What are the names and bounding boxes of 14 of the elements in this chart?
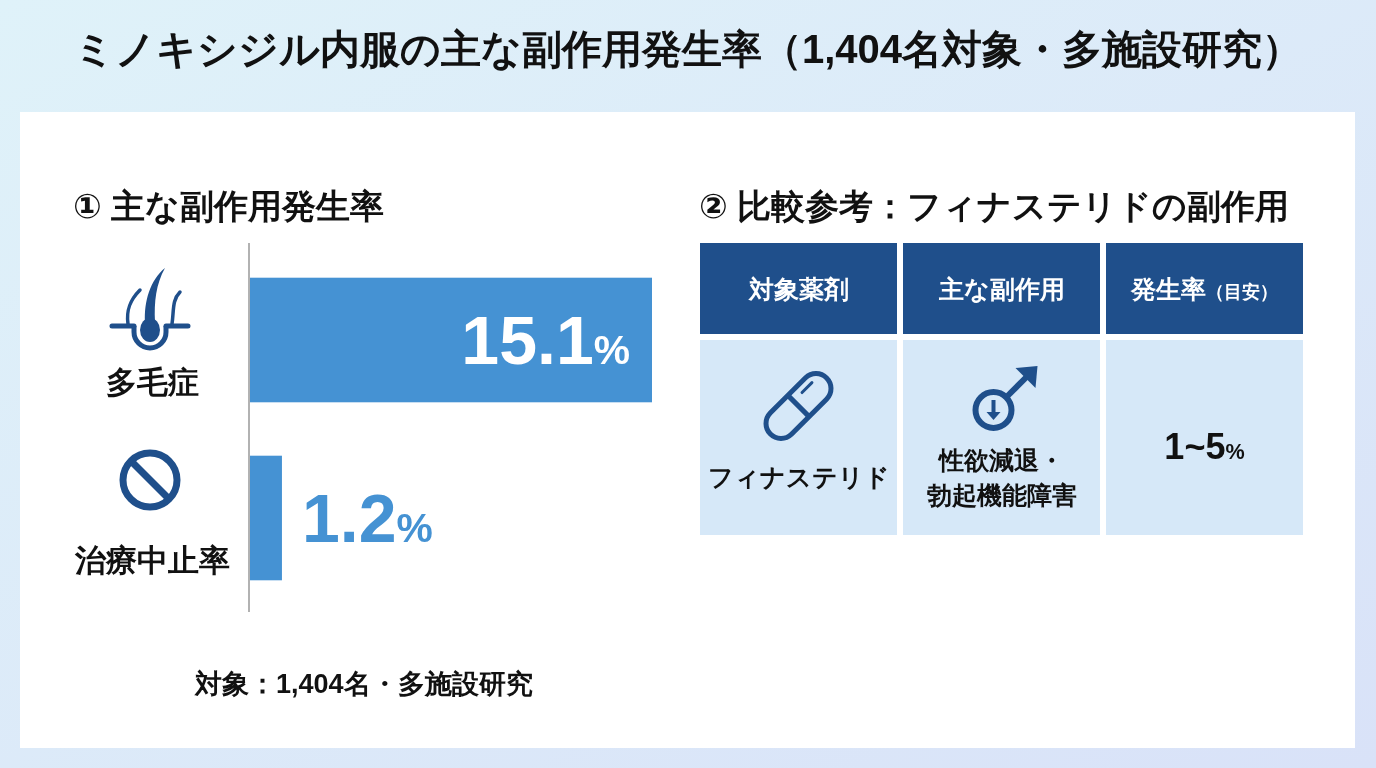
y-tick-label: 治療中止率 — [73, 543, 230, 578]
category-label: 主な副作用 — [937, 274, 1065, 303]
data-label: 1.2% — [301, 480, 433, 556]
text: 対象：1,404名・多施設研究 — [194, 669, 533, 699]
text: 性欲減退・勃起機能障害 — [926, 445, 1077, 509]
data-label: 15.1% — [461, 302, 630, 378]
text: 1~5% — [1164, 426, 1245, 467]
chart-title: ミノキシジル内服の主な副作用発生率（1,404名対象・多施設研究） — [73, 27, 1303, 71]
text: ② 比較参考：フィナステリドの副作用 — [699, 187, 1290, 225]
category-label: 対象薬剤 — [747, 274, 849, 303]
text: フィナステリド — [707, 463, 890, 491]
y-tick-label: 多毛症 — [105, 365, 199, 400]
category-label: 発生率（目安） — [1130, 274, 1278, 303]
chart-subtitle: ① 主な副作用発生率 — [73, 187, 385, 225]
